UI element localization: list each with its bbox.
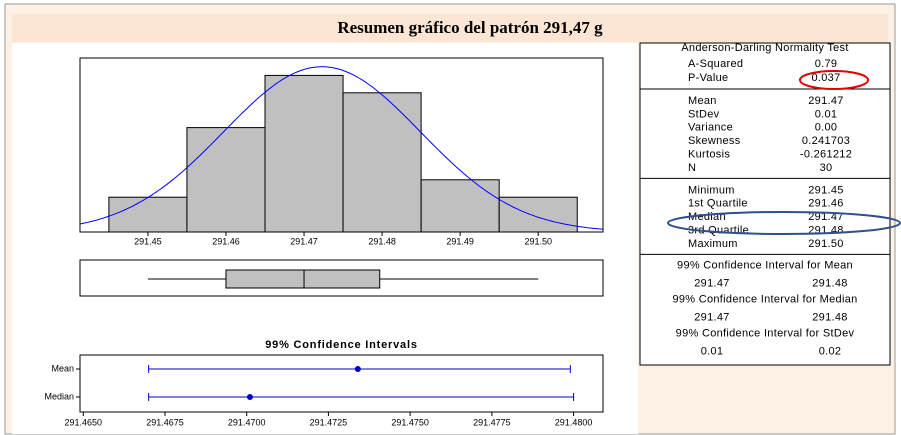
stat-value: 291.45 [808, 184, 843, 196]
y-tick-label: Mean [51, 363, 74, 373]
interval-frame [79, 354, 604, 413]
x-tick-label: 291.4775 [473, 417, 511, 427]
title: Resumen gráfico del patrón 291,47 g [337, 18, 603, 37]
bar [186, 127, 266, 233]
normal-curve [79, 66, 604, 230]
x-tick-label: 291.45 [134, 236, 162, 246]
stat-label: Kurtosis [688, 149, 730, 161]
stat-label: Maximum [688, 238, 738, 250]
interval-heading: 99% Confidence Interval for Mean [677, 259, 853, 271]
bar [108, 196, 188, 233]
interval-title: 99% Confidence Intervals [265, 339, 417, 351]
stat-label: Minimum [688, 184, 735, 196]
stat-value: 291.46 [808, 198, 843, 210]
interval-low: 291.47 [694, 311, 729, 323]
bar [420, 179, 500, 233]
stat-value: 0.00 [815, 122, 838, 134]
stat-label: 1st Quartile [688, 198, 748, 210]
stat-value: 291.47 [808, 211, 843, 223]
stat-label: A-Squared [688, 58, 743, 70]
y-tick-label: Median [44, 391, 74, 401]
x-tick-label: 291.4700 [228, 417, 266, 427]
interval-high: 291.48 [812, 311, 847, 323]
interval-heading: 99% Confidence Interval for StDev [676, 327, 855, 339]
box [225, 269, 381, 289]
estimate [354, 366, 361, 372]
x-tick-label: 291.4650 [64, 417, 102, 427]
section-title: Anderson-Darling Normality Test [681, 42, 848, 54]
highlight-pvalue [799, 70, 869, 90]
interval-heading: 99% Confidence Interval for Median [672, 293, 857, 305]
interval-high: 291.48 [812, 277, 847, 289]
bar [264, 74, 344, 233]
stat-value: 30 [820, 162, 833, 174]
bar [342, 92, 422, 233]
x-tick-label: 291.4800 [555, 417, 593, 427]
interval-low: 0.01 [701, 345, 724, 357]
x-tick-label: 291.4725 [310, 417, 348, 427]
stat-value: 291.48 [808, 225, 843, 237]
stat-label: Skewness [688, 135, 741, 147]
stat-value: 0.01 [815, 108, 838, 120]
x-tick-label: 291.50 [524, 236, 552, 246]
highlight-median [667, 211, 901, 235]
stat-value: 0.037 [811, 72, 840, 84]
interval-low: 291.47 [694, 277, 729, 289]
interval-high: 0.02 [819, 345, 842, 357]
bar [498, 196, 578, 233]
x-tick-label: 291.48 [368, 236, 396, 246]
x-tick-label: 291.49 [446, 236, 474, 246]
stat-label: P-Value [688, 72, 728, 84]
stat-value: 291.50 [808, 238, 843, 250]
stat-label: Variance [688, 122, 733, 134]
x-tick-label: 291.4675 [146, 417, 184, 427]
estimate [246, 394, 253, 400]
x-tick-label: 291.47 [290, 236, 318, 246]
x-tick-label: 291.46 [212, 236, 240, 246]
stat-value: 291.47 [808, 95, 843, 107]
stat-value: -0.261212 [800, 149, 852, 161]
x-tick-label: 291.4750 [391, 417, 429, 427]
stat-label: N [688, 162, 696, 174]
stat-label: StDev [688, 108, 720, 120]
stat-value: 0.79 [815, 58, 838, 70]
stat-value: 0.241703 [802, 135, 850, 147]
stats-panel [639, 42, 891, 366]
stat-label: Mean [688, 95, 717, 107]
title-band [12, 14, 888, 42]
